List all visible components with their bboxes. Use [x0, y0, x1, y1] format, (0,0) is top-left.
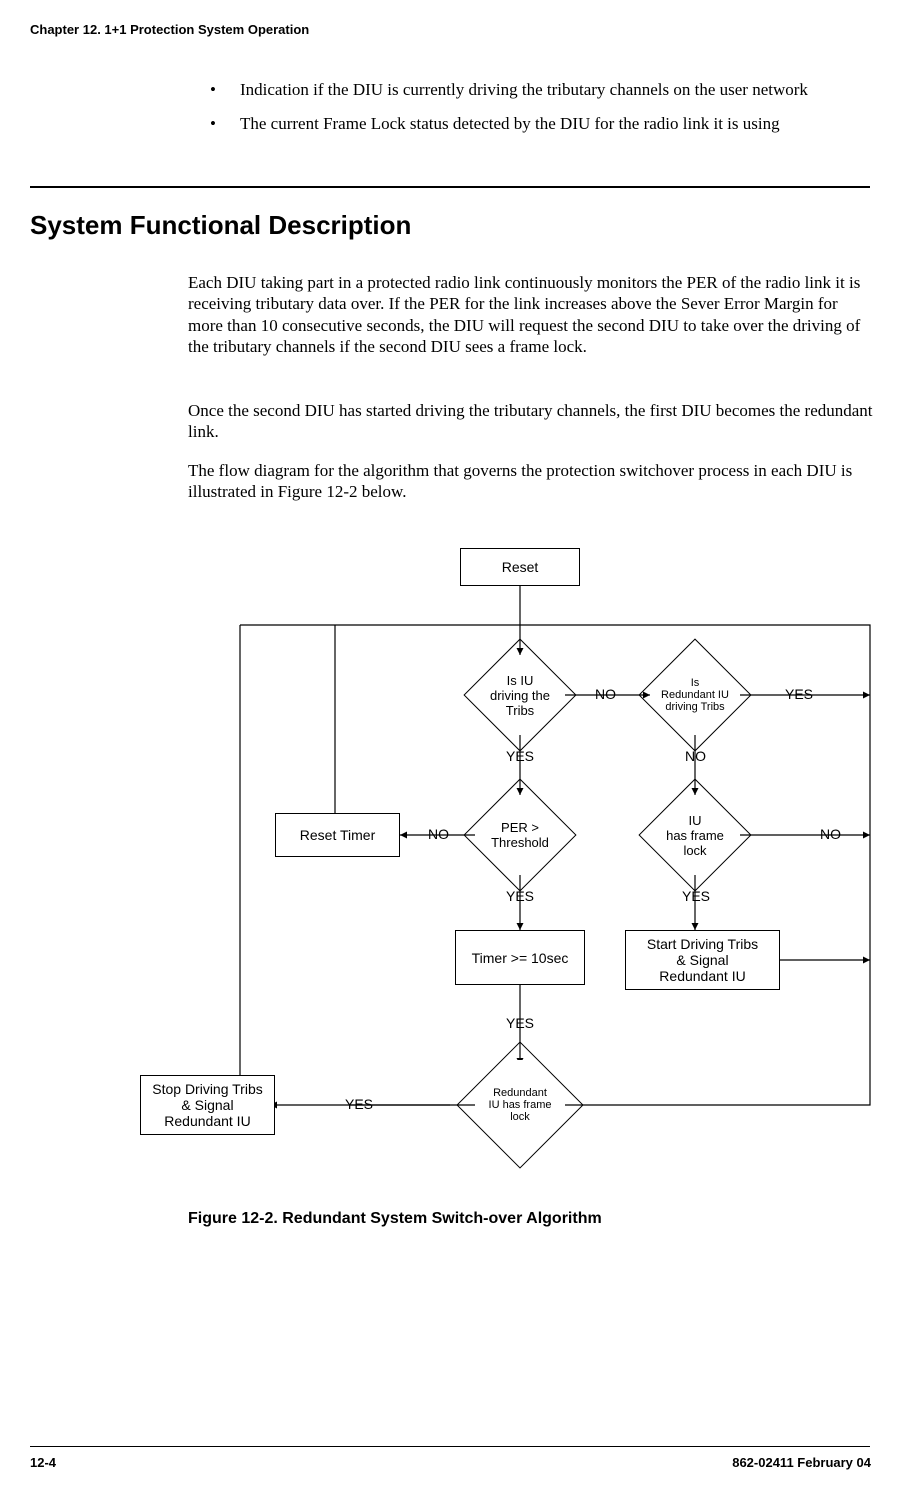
node-reset-timer: Reset Timer [275, 813, 400, 857]
node-is-iu-driving: Is IU driving the Tribs [480, 655, 560, 735]
edge-label-no: NO [428, 826, 449, 842]
node-is-redundant-driving: Is Redundant IU driving Tribs [655, 655, 735, 735]
doc-id: 862-02411 February 04 [732, 1455, 871, 1470]
edge-label-no: NO [685, 748, 706, 764]
node-start-driving: Start Driving Tribs & Signal Redundant I… [625, 930, 780, 990]
figure-caption: Figure 12-2. Redundant System Switch-ove… [188, 1210, 602, 1228]
node-per-threshold: PER > Threshold [480, 795, 560, 875]
bullet-text: The current Frame Lock status detected b… [240, 114, 780, 134]
edge-label-yes: YES [785, 686, 813, 702]
edge-label-no: NO [820, 826, 841, 842]
paragraph: The flow diagram for the algorithm that … [188, 460, 873, 503]
edge-label-yes: YES [506, 1015, 534, 1031]
node-stop-driving: Stop Driving Tribs & Signal Redundant IU [140, 1075, 275, 1135]
page: Chapter 12. 1+1 Protection System Operat… [0, 0, 901, 1502]
section-rule [30, 186, 870, 188]
bullet-list: • Indication if the DIU is currently dri… [210, 80, 870, 148]
node-timer: Timer >= 10sec [455, 930, 585, 985]
bullet-item: • Indication if the DIU is currently dri… [210, 80, 870, 100]
edge-label-yes: YES [345, 1096, 373, 1112]
node-redundant-frame-lock: Redundant IU has frame lock [475, 1060, 565, 1150]
bullet-item: • The current Frame Lock status detected… [210, 114, 870, 134]
edge-label-yes: YES [682, 888, 710, 904]
paragraph: Once the second DIU has started driving … [188, 400, 873, 443]
edge-label-yes: YES [506, 888, 534, 904]
flowchart: Reset Is IU driving the Tribs Is Redunda… [140, 530, 880, 1210]
node-reset: Reset [460, 548, 580, 586]
footer-rule [30, 1446, 870, 1447]
edge-label-no: NO [595, 686, 616, 702]
section-title: System Functional Description [30, 210, 411, 241]
node-iu-frame-lock: IU has frame lock [655, 795, 735, 875]
edge-label-yes: YES [506, 748, 534, 764]
bullet-text: Indication if the DIU is currently drivi… [240, 80, 808, 100]
page-number: 12-4 [30, 1455, 56, 1470]
paragraph: Each DIU taking part in a protected radi… [188, 272, 873, 357]
bullet-icon: • [210, 114, 240, 134]
chapter-header: Chapter 12. 1+1 Protection System Operat… [30, 22, 309, 37]
bullet-icon: • [210, 80, 240, 100]
